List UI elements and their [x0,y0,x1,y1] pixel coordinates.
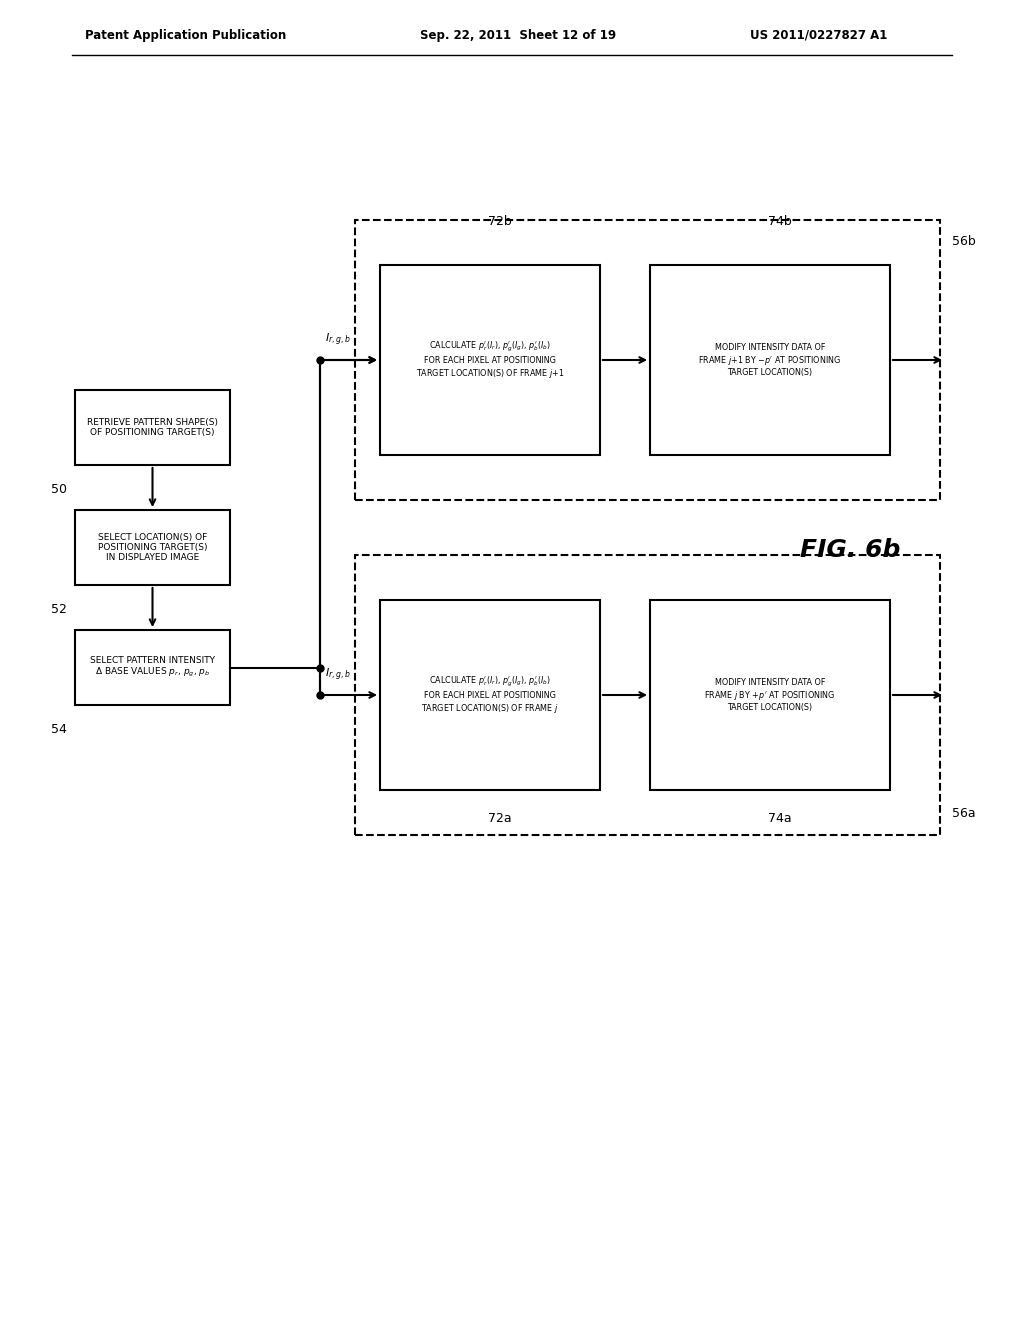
Text: 74a: 74a [768,812,792,825]
Text: 72a: 72a [488,812,512,825]
Text: CALCULATE $p_r'(I_r)$, $p_g'(I_g)$, $p_b'(I_b)$
FOR EACH PIXEL AT POSITIONING
TA: CALCULATE $p_r'(I_r)$, $p_g'(I_g)$, $p_b… [416,341,564,380]
Text: 52: 52 [51,603,67,616]
Text: MODIFY INTENSITY DATA OF
FRAME $j$ BY $+p'$ AT POSITIONING
TARGET LOCATION(S): MODIFY INTENSITY DATA OF FRAME $j$ BY $+… [705,678,836,711]
FancyBboxPatch shape [650,265,890,455]
Text: Sep. 22, 2011  Sheet 12 of 19: Sep. 22, 2011 Sheet 12 of 19 [420,29,616,41]
FancyBboxPatch shape [380,265,600,455]
FancyBboxPatch shape [355,554,940,836]
Text: Patent Application Publication: Patent Application Publication [85,29,287,41]
Text: 50: 50 [51,483,67,496]
FancyBboxPatch shape [650,601,890,789]
Text: CALCULATE $p_r'(I_r)$, $p_g'(I_g)$, $p_b'(I_b)$
FOR EACH PIXEL AT POSITIONING
TA: CALCULATE $p_r'(I_r)$, $p_g'(I_g)$, $p_b… [421,676,559,714]
Text: SELECT PATTERN INTENSITY
Δ BASE VALUES $p_r$, $p_g$, $p_b$: SELECT PATTERN INTENSITY Δ BASE VALUES $… [90,656,215,680]
FancyBboxPatch shape [75,389,230,465]
FancyBboxPatch shape [75,510,230,585]
Text: 56b: 56b [952,235,976,248]
Text: 74b: 74b [768,215,792,228]
Text: MODIFY INTENSITY DATA OF
FRAME $j$+1 BY $-p'$ AT POSITIONING
TARGET LOCATION(S): MODIFY INTENSITY DATA OF FRAME $j$+1 BY … [698,343,842,378]
FancyBboxPatch shape [75,630,230,705]
FancyBboxPatch shape [380,601,600,789]
Text: US 2011/0227827 A1: US 2011/0227827 A1 [750,29,888,41]
Text: RETRIEVE PATTERN SHAPE(S)
OF POSITIONING TARGET(S): RETRIEVE PATTERN SHAPE(S) OF POSITIONING… [87,418,218,437]
Text: 54: 54 [51,723,67,737]
Text: SELECT LOCATION(S) OF
POSITIONING TARGET(S)
IN DISPLAYED IMAGE: SELECT LOCATION(S) OF POSITIONING TARGET… [97,532,207,562]
Text: 56a: 56a [952,807,976,820]
Text: FIG. 6b: FIG. 6b [800,539,900,562]
Text: 72b: 72b [488,215,512,228]
FancyBboxPatch shape [355,220,940,500]
Text: $I_{r,g,b}$: $I_{r,g,b}$ [325,331,351,348]
Text: $I_{r,g,b}$: $I_{r,g,b}$ [325,667,351,682]
